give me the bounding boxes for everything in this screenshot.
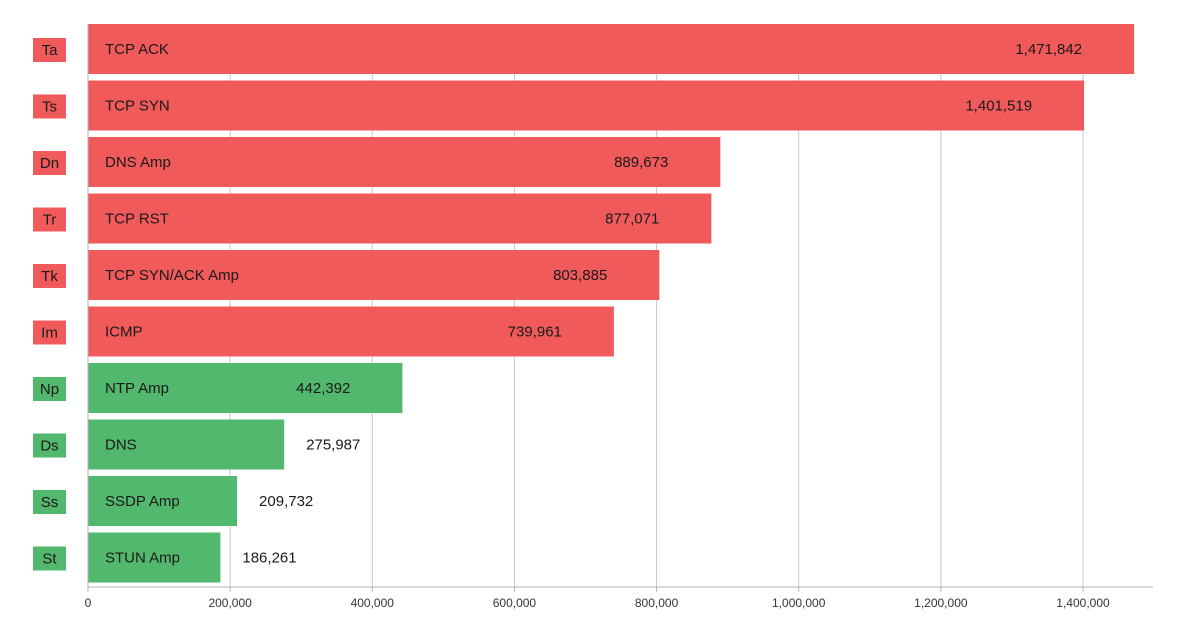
bar-value-label-5: 739,961: [508, 324, 562, 341]
bar-3: [88, 193, 712, 244]
abbr-label-1: Ts: [42, 99, 57, 116]
bar-0: [88, 24, 1135, 74]
abbr-label-9: St: [42, 551, 57, 568]
x-tick-label-6: 1,200,000: [914, 596, 968, 610]
bar-category-label-5: ICMP: [105, 324, 143, 341]
abbr-label-4: Tk: [41, 268, 58, 285]
x-tick-label-7: 1,400,000: [1056, 596, 1110, 610]
bar-category-label-2: DNS Amp: [105, 154, 171, 171]
abbr-badge-5: [33, 320, 66, 345]
bar-category-label-4: TCP SYN/ACK Amp: [105, 267, 239, 284]
bar-category-label-9: STUN Amp: [105, 550, 180, 567]
bar-value-label-3: 877,071: [605, 211, 659, 228]
abbr-badge-7: [33, 433, 66, 458]
bar-value-label-4: 803,885: [553, 267, 607, 284]
abbr-label-8: Ss: [41, 494, 59, 511]
bar-value-label-8: 209,732: [259, 493, 313, 510]
bar-5: [88, 306, 614, 357]
labels: Ta TCP ACK 1,471,842 Ts TCP SYN 1,401,519 Dn DN…: [40, 41, 1082, 568]
abbr-badge-2: [33, 151, 66, 175]
bar-2: [88, 137, 721, 187]
x-tick-label-5: 1,000,000: [772, 596, 826, 610]
x-tick-label-1: 200,000: [208, 596, 252, 610]
bar-category-label-7: DNS: [105, 437, 137, 454]
x-tick-label-2: 400,000: [351, 596, 395, 610]
abbr-badge-1: [33, 94, 66, 119]
abbr-label-7: Ds: [40, 438, 58, 455]
x-tick-label-0: 0: [85, 596, 92, 610]
bar-value-label-7: 275,987: [306, 437, 360, 454]
bar-4: [88, 250, 660, 300]
bar-category-label-0: TCP ACK: [105, 41, 169, 58]
bar-value-label-2: 889,673: [614, 154, 668, 171]
abbr-badge-9: [33, 546, 66, 571]
bar-value-label-1: 1,401,519: [965, 98, 1032, 115]
bar-category-label-6: NTP Amp: [105, 380, 169, 397]
bar-6: [88, 363, 403, 413]
bar-8: [88, 476, 238, 526]
abbr-badge-3: [33, 207, 66, 232]
x-tick-label-4: 800,000: [635, 596, 679, 610]
abbr-badge-4: [33, 264, 66, 288]
abbr-badge-8: [33, 490, 66, 514]
abbr-label-0: Ta: [42, 42, 59, 59]
x-axis: 0 200,000 400,000 600,000 800,000 1,000,000 1,…: [85, 24, 1153, 610]
bar-category-label-3: TCP RST: [105, 211, 169, 228]
bar-1: [88, 80, 1085, 131]
bar-9: [88, 532, 221, 583]
abbr-label-6: Np: [40, 381, 59, 398]
x-tick-label-3: 600,000: [493, 596, 537, 610]
bar-category-label-1: TCP SYN: [105, 98, 170, 115]
abbr-label-5: Im: [41, 325, 58, 342]
bar-7: [88, 419, 285, 470]
abbr-badge-0: [33, 38, 66, 62]
bar-value-label-0: 1,471,842: [1015, 41, 1082, 58]
abbr-badge-6: [33, 377, 66, 401]
abbr-label-3: Tr: [43, 212, 57, 229]
abbr-label-2: Dn: [40, 155, 59, 172]
bar-value-label-6: 442,392: [296, 380, 350, 397]
bar-value-label-9: 186,261: [242, 550, 296, 567]
bar-category-label-8: SSDP Amp: [105, 493, 180, 510]
bars: [33, 24, 1135, 583]
